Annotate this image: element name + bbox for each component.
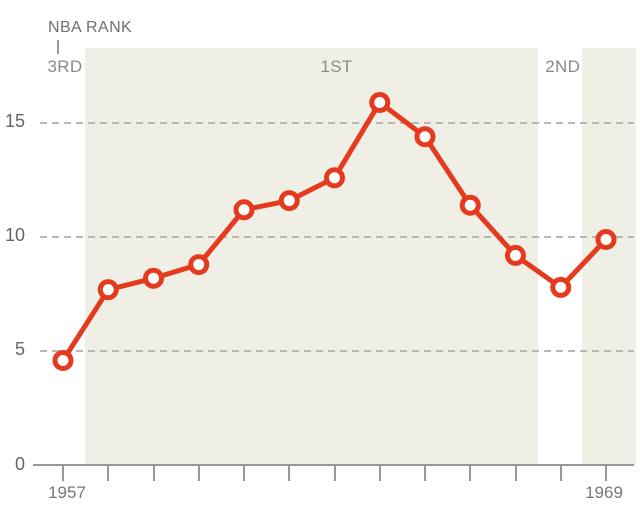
data-point-1961 [233,199,255,221]
x-tick-1958 [107,466,110,481]
y-tick-label-10: 10 [4,225,25,246]
y-tick-label-5: 5 [14,339,25,360]
x-tick-label-1957: 1957 [48,483,86,502]
y-tick-label-0: 0 [14,453,25,474]
data-point-1957 [52,349,74,371]
data-point-1965 [414,126,436,148]
x-tick-label-1969: 1969 [585,483,623,502]
x-tick-1964 [378,466,381,481]
data-point-1963 [324,167,345,189]
x-tick-1967 [514,466,517,481]
gridline-10 [40,236,634,239]
rank-line [60,99,609,363]
rank-annotation-2nd: 2ND [545,57,581,76]
data-point-1967 [505,244,526,266]
x-tick-1961 [243,466,245,481]
x-tick-1969 [605,466,607,481]
title-connector-tick [57,40,59,54]
data-point-1969 [595,228,617,250]
data-point-1960 [188,254,210,276]
x-tick-1962 [288,466,291,481]
data-point-1966 [459,194,481,216]
x-tick-1960 [197,466,200,481]
x-tick-1963 [333,466,336,481]
x-tick-1957 [62,466,64,481]
gridline-5 [40,350,634,353]
x-tick-1965 [424,466,426,481]
rank-annotation-1st: 1ST [320,57,353,76]
data-point-1962 [278,190,300,212]
data-point-1964 [369,91,391,113]
data-point-1959 [143,267,164,289]
chart-title: NBA RANK [48,19,133,36]
rank-highlight-band-1 [85,48,539,465]
x-tick-1966 [469,466,472,481]
data-point-1968 [550,276,572,298]
data-point-1958 [97,279,119,301]
x-axis-line [33,464,634,466]
gridline-15 [40,122,634,124]
y-tick-label-15: 15 [4,111,25,131]
x-tick-1959 [152,466,155,481]
x-tick-1968 [559,466,562,481]
rank-annotation-3rd: 3RD [47,57,83,76]
